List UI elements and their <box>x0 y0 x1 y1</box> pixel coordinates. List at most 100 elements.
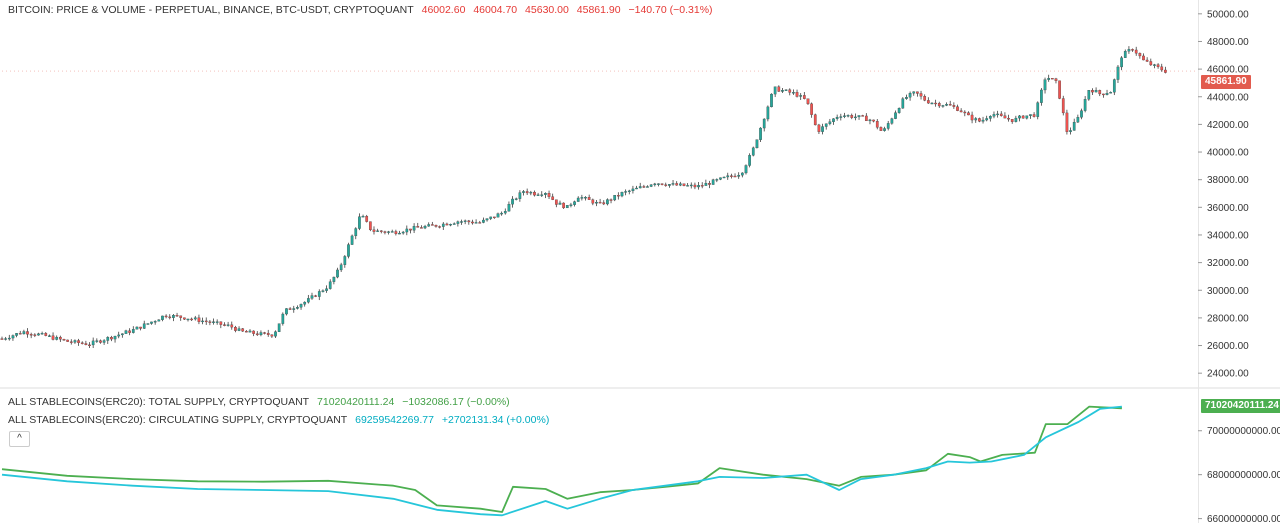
price-close: 45861.90 <box>576 4 621 16</box>
total-supply-legend: ALL STABLECOINS(ERC20): TOTAL SUPPLY, CR… <box>8 396 515 408</box>
candle-body <box>296 307 299 309</box>
candle-body <box>482 219 485 223</box>
candle-body <box>821 126 824 132</box>
candle-body <box>1047 78 1051 80</box>
candle-body <box>412 226 416 231</box>
candle-body <box>73 340 77 343</box>
candle-body <box>18 333 22 335</box>
candle-body <box>157 319 161 322</box>
candle-body <box>48 335 51 337</box>
circulating-supply-value: 69259542269.77 <box>355 414 434 426</box>
candle-body <box>897 108 901 113</box>
candle-body <box>306 298 310 303</box>
candle-body <box>733 175 737 178</box>
candle-body <box>1080 110 1083 118</box>
candle-body <box>212 321 215 323</box>
candle-body <box>715 179 719 181</box>
candle-body <box>908 93 912 98</box>
candle-body <box>762 118 766 129</box>
candle-body <box>427 224 431 227</box>
candle-body <box>33 334 37 336</box>
candle-body <box>117 334 121 337</box>
candle-body <box>638 186 642 189</box>
candle-body <box>281 313 285 324</box>
candle-body <box>1145 59 1149 62</box>
candle-body <box>277 323 281 332</box>
candle-body <box>930 102 934 105</box>
candle-body <box>974 118 978 121</box>
candle-body <box>934 102 937 105</box>
candle-body <box>912 91 916 94</box>
candle-body <box>730 175 733 177</box>
candle-body <box>51 335 55 340</box>
candle-body <box>164 315 168 318</box>
candle-body <box>1087 90 1091 100</box>
candle-body <box>325 288 328 291</box>
candle-body <box>507 204 511 212</box>
collapse-legend-button[interactable]: ^ <box>9 431 30 447</box>
candle-body <box>4 338 7 340</box>
candle-body <box>682 183 686 186</box>
candle-body <box>569 204 573 206</box>
candle-body <box>84 343 88 346</box>
candle-body <box>274 331 277 337</box>
candle-body <box>554 199 558 205</box>
candle-body <box>547 193 551 197</box>
candle-body <box>1109 92 1113 94</box>
candle-body <box>252 330 255 334</box>
candle-body <box>708 183 711 185</box>
candle-body <box>781 90 784 92</box>
candle-body <box>1065 112 1069 132</box>
candle-body <box>26 331 29 335</box>
price-axis-label: 42000.00 <box>1207 120 1249 131</box>
price-change: −140.70 (−0.31%) <box>628 4 713 16</box>
candle-body <box>420 227 423 229</box>
candle-body <box>146 323 150 325</box>
candle-body <box>471 221 474 224</box>
candle-body <box>719 177 722 180</box>
candle-body <box>288 308 292 310</box>
candle-body <box>390 231 394 233</box>
circulating-supply-line <box>1 405 1122 517</box>
last-supply-tag: 71020420111.24 <box>1201 399 1280 413</box>
candle-body <box>500 212 503 215</box>
candle-body <box>416 226 420 228</box>
candle-body <box>573 201 576 205</box>
price-axis-label: 36000.00 <box>1207 203 1249 214</box>
price-axis-label: 24000.00 <box>1207 369 1249 380</box>
candle-body <box>1094 90 1098 93</box>
candle-body <box>810 103 813 115</box>
candle-body <box>817 124 821 132</box>
candle-body <box>460 221 463 223</box>
candle-body <box>1127 49 1131 52</box>
candle-body <box>959 110 963 113</box>
supply-axis-label: 68000000000.00 <box>1207 470 1280 481</box>
candle-body <box>168 316 172 319</box>
candle-body <box>1091 90 1094 93</box>
candle-body <box>981 119 985 122</box>
candle-body <box>1003 115 1007 119</box>
candle-body <box>99 340 102 343</box>
price-axis-label: 48000.00 <box>1207 37 1249 48</box>
candle-body <box>208 321 212 323</box>
candle-body <box>919 93 923 97</box>
candle-body <box>1069 130 1072 132</box>
candle-body <box>456 221 460 224</box>
candle-body <box>120 333 124 336</box>
candle-body <box>474 222 478 224</box>
candle-body <box>584 197 587 199</box>
candle-body <box>139 326 142 329</box>
candle-body <box>999 113 1003 116</box>
candle-body <box>270 334 274 337</box>
candle-body <box>941 105 945 107</box>
candle-body <box>135 326 139 330</box>
candle-body <box>850 115 854 118</box>
candle-body <box>321 290 325 292</box>
candle-body <box>591 199 595 204</box>
candle-body <box>653 183 657 186</box>
candle-body <box>358 216 361 229</box>
candle-body <box>37 333 40 336</box>
candle-body <box>1142 55 1145 61</box>
candle-body <box>44 333 48 336</box>
